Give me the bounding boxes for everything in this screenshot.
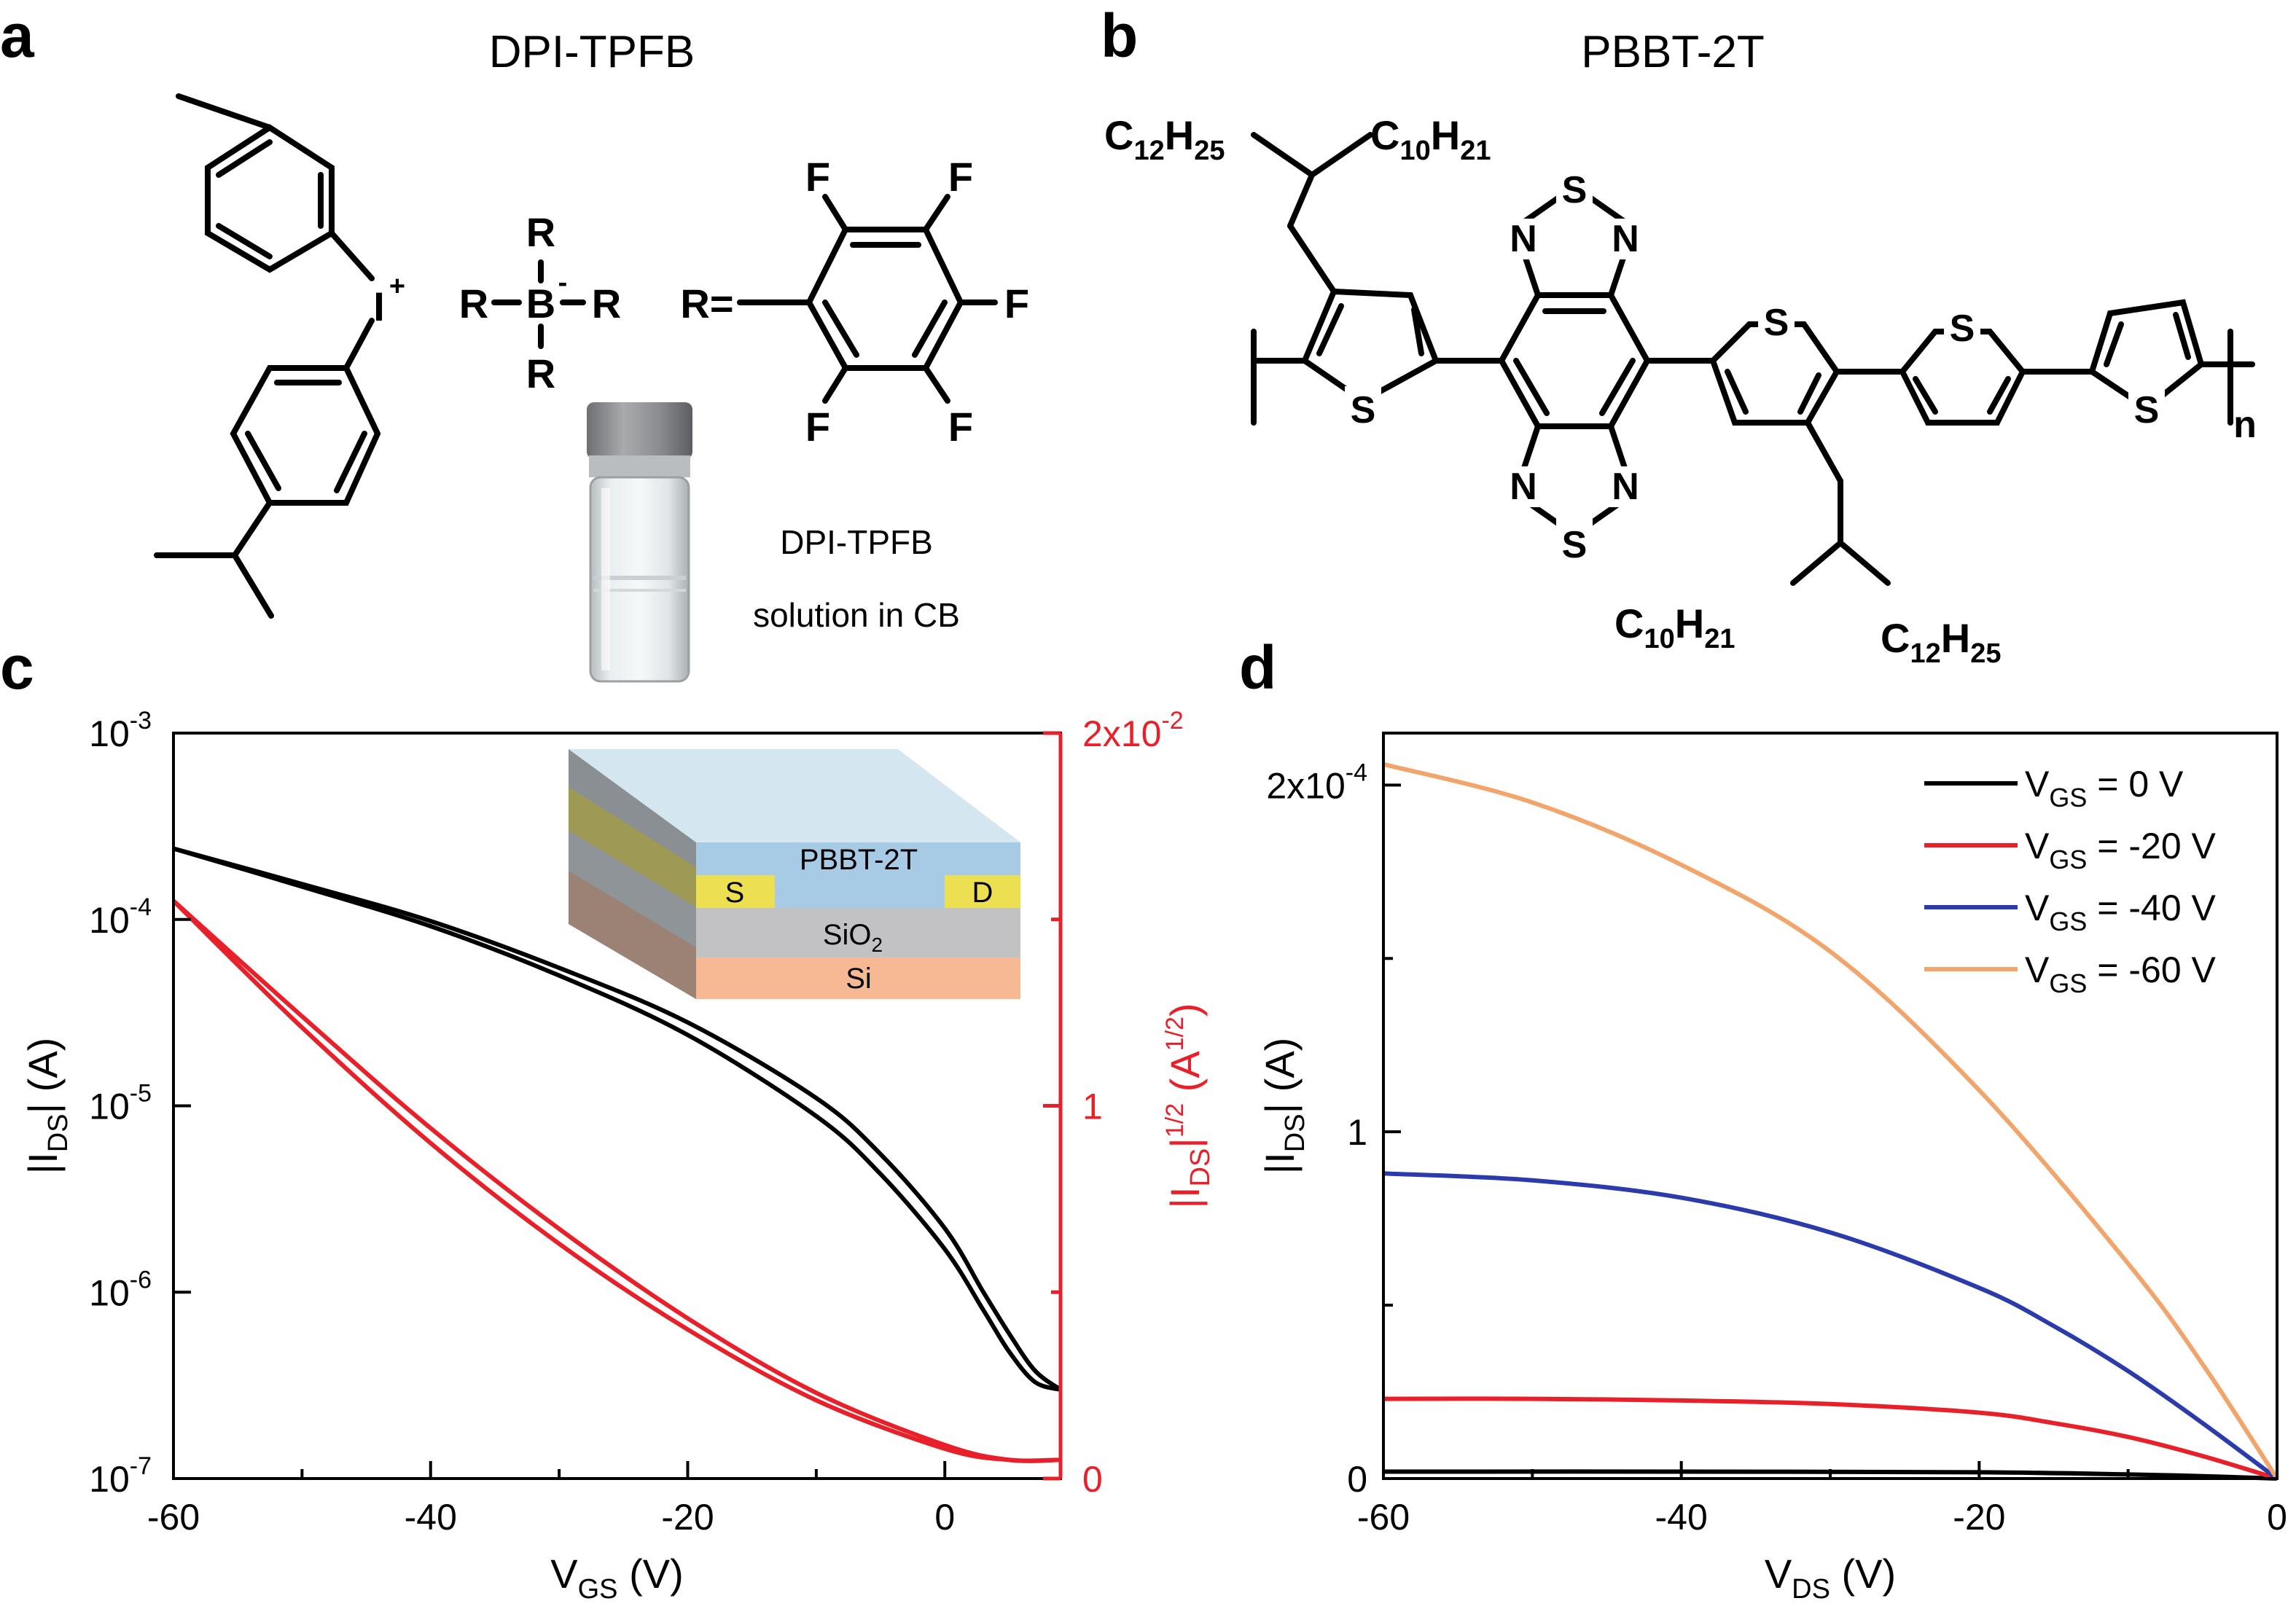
thiadiazole2-sulfur: S <box>1562 524 1588 566</box>
output-x-tick-label: -40 <box>1655 1497 1708 1538</box>
panel-d: d -60 -40 -20 0 0 1 2x10-4 VDS (V) |IDS| (A) VGS… <box>1239 633 2287 1605</box>
output-x-tick-label: 0 <box>2267 1497 2287 1538</box>
r-definition: R= <box>680 281 733 326</box>
transfer-series-4-right <box>171 899 1061 1463</box>
borate-charge: - <box>558 267 568 298</box>
thiophene3-sulfur: S <box>1950 308 1975 350</box>
inset-label-silicon: Si <box>846 963 872 995</box>
transfer-y-right-tick-label: 0 <box>1082 1459 1103 1500</box>
transfer-x-axis-label: VGS (V) <box>550 1551 683 1605</box>
silicon-layer <box>696 958 1020 999</box>
pbbt-structure-atoms: S S N N N N S S S S n <box>1345 166 2257 566</box>
output-axes: -60 -40 -20 0 0 1 2x10-4 VDS (V) |IDS| (A) <box>1257 759 2287 1605</box>
transfer-curves <box>171 846 1062 1463</box>
transfer-x-tick-label: 0 <box>934 1497 955 1538</box>
transfer-y-left-tick-label: 10-5 <box>89 1080 152 1127</box>
output-y-tick-label: 1 <box>1347 1112 1367 1153</box>
panel-d-letter: d <box>1239 633 1276 702</box>
output-x-axis-label: VDS (V) <box>1765 1551 1896 1605</box>
output-x-tick-label: -60 <box>1357 1497 1410 1538</box>
thiophene2-sulfur: S <box>1764 302 1789 344</box>
transfer-y-right-tick-label: 1 <box>1082 1087 1103 1127</box>
panel-a-title: DPI-TPFB <box>489 27 695 77</box>
borate-r-bottom: R <box>526 351 555 396</box>
output-y-axis-label: |IDS| (A) <box>1257 1038 1311 1175</box>
device-schematic-inset <box>569 749 1020 999</box>
inset-label-drain: D <box>972 877 993 909</box>
chain-top-right: C10H21 <box>1370 112 1491 166</box>
thiadiazole1-nitrogen-right: N <box>1612 218 1639 260</box>
dpi-structure-atoms: I + R R B - R R R= F F F F F <box>373 154 1029 450</box>
inset-label-source: S <box>725 877 745 909</box>
thiophene1-sulfur: S <box>1351 389 1376 431</box>
inset-label-oxide: SiO2 <box>823 919 883 956</box>
thiadiazole2-nitrogen-left: N <box>1510 466 1537 508</box>
transfer-y-left-tick-label: 10-3 <box>89 707 152 754</box>
transfer-y-left-axis-label: |IDS| (A) <box>20 1038 74 1175</box>
output-curves <box>1383 761 2279 1481</box>
legend-label-1: VGS = 0 V <box>2025 764 2184 813</box>
panel-c: c -60 -40 -20 0 10-7 10-6 10-5 10-4 10-3 0 1 2x10-2… <box>0 633 1216 1605</box>
fluorine-4: F <box>805 404 830 450</box>
thiadiazole2-nitrogen-right: N <box>1612 466 1639 508</box>
boron-atom: B <box>526 281 555 326</box>
fluorine-3: F <box>1004 281 1029 326</box>
transfer-y-left-tick-label: 10-6 <box>89 1266 152 1313</box>
transfer-axes: -60 -40 -20 0 10-7 10-6 10-5 10-4 10-3 0 1 2x10-2 VG… <box>20 707 1216 1605</box>
output-series-1 <box>1383 1469 2278 1481</box>
panel-b-title: PBBT-2T <box>1581 27 1765 77</box>
transfer-x-tick-label: -40 <box>405 1497 457 1538</box>
pbbt-structure-bonds <box>1251 132 2255 586</box>
oxide-layer <box>696 908 1020 958</box>
fluorine-5: F <box>948 404 973 450</box>
output-series-3 <box>1383 1171 2279 1481</box>
legend-label-4: VGS = -60 V <box>2025 950 2217 998</box>
output-series-2 <box>1383 1396 2278 1481</box>
drain-electrode <box>945 875 1020 908</box>
panel-a: a DPI-TPFB <box>0 1 1029 683</box>
thiadiazole1-sulfur: S <box>1562 169 1588 211</box>
panel-b: b PBBT-2T <box>1101 1 2257 669</box>
transfer-series-2-left <box>173 846 1061 1392</box>
legend-label-3: VGS = -40 V <box>2025 888 2217 936</box>
transfer-series-1-left <box>173 846 1062 1392</box>
iodonium-charge: + <box>389 271 405 302</box>
inset-label-pbbt: PBBT-2T <box>800 844 918 876</box>
source-electrode <box>696 875 775 908</box>
dpi-structure-bonds <box>154 93 998 619</box>
transfer-y-left-tick-label: 10-7 <box>89 1452 152 1500</box>
output-series-4 <box>1383 761 2279 1480</box>
borate-r-left: R <box>459 281 488 326</box>
vial-caption-line1: DPI-TPFB <box>780 523 933 561</box>
transfer-series-3-right <box>171 898 1061 1463</box>
iodonium-atom: I <box>373 283 385 329</box>
transfer-x-tick-label: -20 <box>661 1497 714 1538</box>
transfer-y-right-axis-label: |IDS|1/2 (A1/2) <box>1161 1003 1216 1208</box>
pbbt-side-chains: C12H25 C10H21 C10H21 C12H25 <box>1104 112 2001 669</box>
output-y-multiplier: 2x10-4 <box>1266 759 1367 806</box>
legend-label-2: VGS = -20 V <box>2025 826 2217 874</box>
output-y-tick-label: 0 <box>1347 1459 1367 1500</box>
output-legend: VGS = 0 V VGS = -20 V VGS = -40 V VGS = -60… <box>1924 764 2217 998</box>
borate-r-right: R <box>592 281 621 326</box>
panel-c-letter: c <box>0 633 34 702</box>
chain-top-left: C12H25 <box>1104 112 1225 166</box>
chain-bottom-right: C12H25 <box>1881 615 2001 669</box>
transfer-y-right-multiplier: 2x10-2 <box>1082 707 1184 754</box>
fluorine-2: F <box>948 154 973 200</box>
vial-caption-line2: solution in CB <box>753 596 960 634</box>
transfer-y-left-tick-label: 10-4 <box>89 893 152 941</box>
thiadiazole1-nitrogen-left: N <box>1510 218 1537 260</box>
output-x-tick-label: -20 <box>1953 1497 2005 1538</box>
panel-b-letter: b <box>1101 1 1138 70</box>
vial-photo <box>587 402 692 683</box>
fluorine-1: F <box>805 154 830 200</box>
repeat-unit-n: n <box>2233 404 2257 446</box>
panel-a-letter: a <box>0 1 35 70</box>
chain-bottom-left: C10H21 <box>1614 600 1735 654</box>
thiophene4-sulfur: S <box>2134 389 2160 431</box>
transfer-x-tick-label: -60 <box>147 1497 200 1538</box>
borate-r-top: R <box>526 209 555 255</box>
